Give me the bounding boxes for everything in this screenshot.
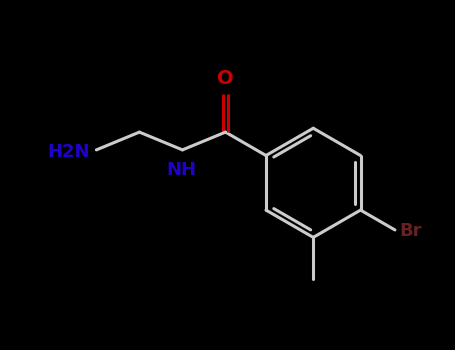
Text: NH: NH (167, 161, 197, 179)
Text: O: O (217, 69, 234, 88)
Text: Br: Br (399, 222, 422, 240)
Text: H2N: H2N (48, 143, 90, 161)
